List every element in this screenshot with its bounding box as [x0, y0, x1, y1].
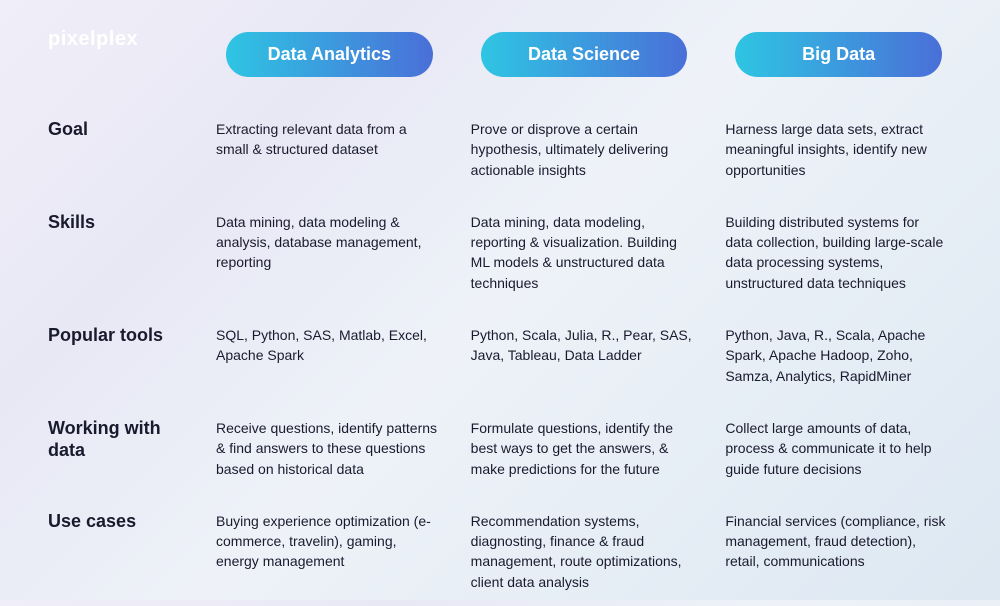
cell-usecases-science: Recommendation systems, diagnosting, fin…	[471, 493, 698, 606]
row-label-working: Working with data	[48, 400, 188, 475]
comparison-table: Data Analytics Data Science Big Data Goa…	[48, 32, 952, 606]
cell-usecases-analytics: Buying experience optimization (e-commer…	[216, 493, 443, 586]
cell-skills-science: Data mining, data modeling, reporting & …	[471, 194, 698, 307]
brand-logo: pixelplex	[48, 28, 138, 51]
cell-working-bigdata: Collect large amounts of data, process &…	[725, 400, 952, 493]
row-label-tools: Popular tools	[48, 307, 188, 361]
row-label-goal: Goal	[48, 101, 188, 155]
cell-usecases-bigdata: Financial services (compliance, risk man…	[725, 493, 952, 586]
cell-working-analytics: Receive questions, identify patterns & f…	[216, 400, 443, 493]
column-header-data-science: Data Science	[481, 32, 688, 77]
cell-working-science: Formulate questions, identify the best w…	[471, 400, 698, 493]
cell-skills-analytics: Data mining, data modeling & analysis, d…	[216, 194, 443, 287]
cell-tools-bigdata: Python, Java, R., Scala, Apache Spark, A…	[725, 307, 952, 400]
cell-goal-bigdata: Harness large data sets, extract meaning…	[725, 101, 952, 194]
cell-tools-analytics: SQL, Python, SAS, Matlab, Excel, Apache …	[216, 307, 443, 380]
column-header-big-data: Big Data	[735, 32, 942, 77]
column-header-data-analytics: Data Analytics	[226, 32, 433, 77]
cell-goal-analytics: Extracting relevant data from a small & …	[216, 101, 443, 174]
row-label-skills: Skills	[48, 194, 188, 248]
cell-goal-science: Prove or disprove a certain hypothesis, …	[471, 101, 698, 194]
row-label-usecases: Use cases	[48, 493, 188, 547]
cell-skills-bigdata: Building distributed systems for data co…	[725, 194, 952, 307]
cell-tools-science: Python, Scala, Julia, R., Pear, SAS, Jav…	[471, 307, 698, 380]
